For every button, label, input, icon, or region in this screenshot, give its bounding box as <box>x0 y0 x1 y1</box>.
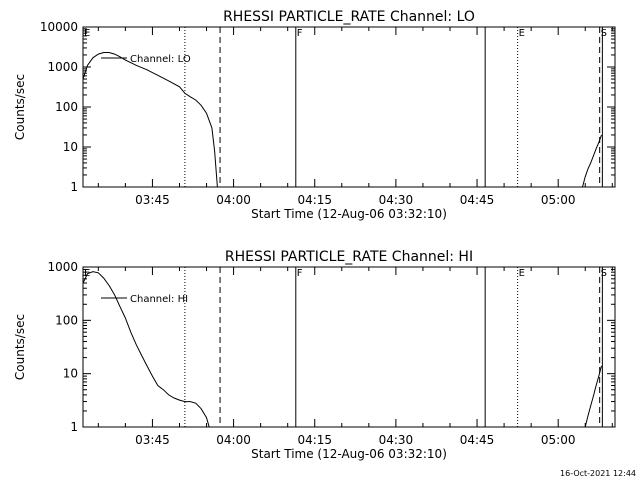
x-tick-label: 04:45 <box>460 433 495 447</box>
x-tick-label: 04:00 <box>216 433 251 447</box>
marker-label: S <box>601 268 607 279</box>
x-tick-label: 04:30 <box>379 193 414 207</box>
marker-label: F <box>297 268 303 279</box>
plot-frame <box>82 266 616 428</box>
panel-hi: RHESSI PARTICLE_RATE Channel: HI Start Ti… <box>13 249 616 461</box>
x-tick-label: 03:45 <box>135 193 170 207</box>
y-tick-label: 1 <box>70 420 78 434</box>
series-line <box>82 271 210 428</box>
x-tick-label: 05:00 <box>541 433 576 447</box>
plot-frame <box>82 26 616 188</box>
y-tick-label: 10 <box>63 140 78 154</box>
series-line <box>582 134 602 188</box>
x-axis-label: Start Time (12-Aug-06 03:32:10) <box>251 447 447 461</box>
chart-title: RHESSI PARTICLE_RATE Channel: LO <box>223 9 475 25</box>
x-tick-label: 04:00 <box>216 193 251 207</box>
legend-label: Channel: HI <box>130 294 188 305</box>
y-tick-label: 10000 <box>40 20 78 34</box>
marker-label: E <box>84 28 90 39</box>
panel-lo: RHESSI PARTICLE_RATE Channel: LO Start Ti… <box>13 9 616 221</box>
y-axis-label: Counts/sec <box>13 314 27 380</box>
y-tick-label: 1 <box>70 180 78 194</box>
y-tick-label: 1000 <box>47 60 78 74</box>
series-line <box>82 52 218 188</box>
y-axis-label: Counts/sec <box>13 74 27 140</box>
x-tick-label: 04:45 <box>460 193 495 207</box>
y-tick-label: 10 <box>63 367 78 381</box>
y-tick-label: 100 <box>55 100 78 114</box>
series-line <box>584 365 602 428</box>
x-tick-label: 04:15 <box>297 433 332 447</box>
marker-label: E <box>519 28 525 39</box>
x-tick-label: 03:45 <box>135 433 170 447</box>
y-tick-label: 100 <box>55 313 78 327</box>
marker-label: E <box>519 268 525 279</box>
x-tick-label: 04:15 <box>297 193 332 207</box>
y-tick-label: 1000 <box>47 260 78 274</box>
chart-title: RHESSI PARTICLE_RATE Channel: HI <box>225 249 473 265</box>
x-tick-label: 04:30 <box>379 433 414 447</box>
marker-label: F <box>297 28 303 39</box>
x-axis-label: Start Time (12-Aug-06 03:32:10) <box>251 207 447 221</box>
legend-label: Channel: LO <box>130 54 191 65</box>
timestamp: 16-Oct-2021 12:44 <box>560 469 636 478</box>
marker-label: S <box>601 28 607 39</box>
x-tick-label: 05:00 <box>541 193 576 207</box>
